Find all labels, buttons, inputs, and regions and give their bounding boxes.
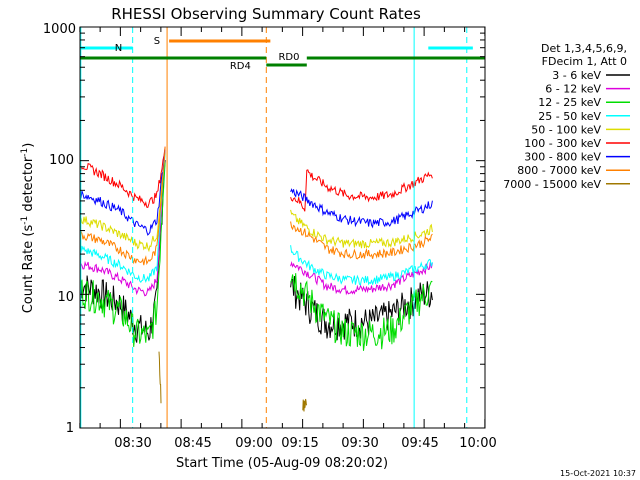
series-line-pre [79,162,166,347]
y-tick-label-10: 10 [57,290,74,305]
series-line-pre [79,152,166,253]
series-line-pre [79,149,166,297]
series-line-post [290,221,433,260]
series-line-pre [79,147,166,236]
rd0-label: RD0 [278,52,299,63]
series-line-pre [158,351,162,404]
series-4 [79,152,433,253]
series-line-post [290,260,433,296]
y-tick-label-1: 1 [66,421,74,436]
legend-header-line-1: Det 1,3,4,5,6,9, [541,42,627,55]
legend-label: 800 - 7000 keV [517,164,601,177]
legend-header-line-2: FDecim 1, Att 0 [542,55,627,68]
annotation-layer: N S RD0 RD4 [80,27,485,428]
legend-label: 7000 - 15000 keV [503,178,601,191]
series-line-pre [79,146,166,266]
chart-title: RHESSI Observing Summary Count Rates [111,5,421,23]
x-tick-label-0915: 09:15 [281,436,318,451]
x-tick-label-0900: 09:00 [235,436,272,451]
legend-label: 6 - 12 keV [545,83,601,96]
x-tick-label-0845: 08:45 [174,436,211,451]
series-line-pre [79,146,166,208]
series-6 [79,147,433,236]
series-line-post [290,245,433,286]
x-axis-label: Start Time (05-Aug-09 08:20:02) [176,456,388,471]
x-tick-label-0930: 09:30 [341,436,378,451]
x-tick-label-0945: 09:45 [401,436,438,451]
x-tick-label-0830: 08:30 [114,436,151,451]
y-axis-label: Count Rate (s-1 detector-1) [20,143,36,314]
series-line-post [290,275,433,341]
series-line-post [302,398,308,412]
series-layer [79,146,433,412]
x-tick-label-1000: 10:00 [459,436,496,451]
series-line-post [290,169,433,212]
series-3 [79,153,433,286]
y-tick-label-100: 100 [49,153,74,168]
legend-label: 25 - 50 keV [538,110,601,123]
series-line-post [290,273,433,351]
rd4-label: RD4 [230,61,251,72]
series-5 [79,146,433,212]
legend-label: 12 - 25 keV [538,96,601,109]
legend-label: 300 - 800 keV [524,151,601,164]
series-line-post [290,188,433,229]
series-1 [79,149,433,297]
timestamp: 15-Oct-2021 10:37 [560,469,636,478]
series-line-post [290,209,433,249]
series-8 [158,351,308,412]
series-7 [79,146,433,266]
tick-layer [79,27,486,429]
y-tick-label-1000: 1000 [43,22,76,37]
series-line-pre [79,153,166,284]
series-2 [79,162,433,351]
plot-frame [79,26,486,429]
legend-label: 50 - 100 keV [531,123,601,136]
legend: Det 1,3,4,5,6,9, FDecim 1, Att 0 3 - 6 k… [503,42,630,191]
n-flag-label: N [115,43,122,54]
legend-label: 3 - 6 keV [552,69,601,82]
legend-label: 100 - 300 keV [524,137,601,150]
s-flag-label: S [154,36,160,47]
